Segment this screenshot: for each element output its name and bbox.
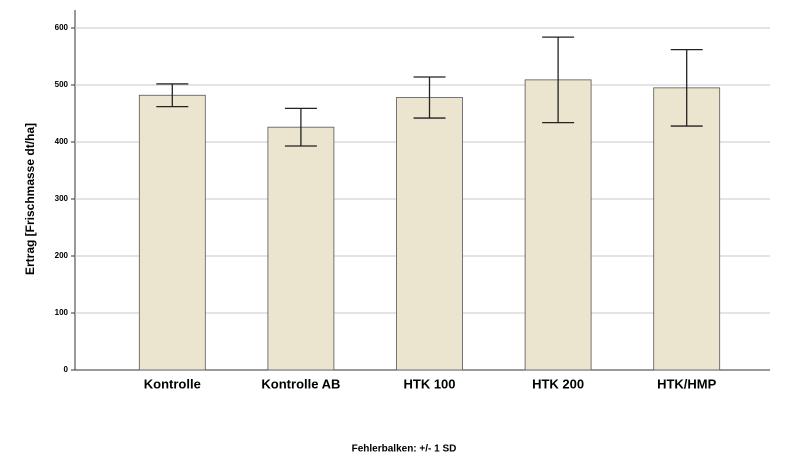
y-tick-label: 200 [55,251,69,260]
y-tick-label: 300 [55,194,69,203]
bar [653,87,721,371]
error-bar [413,76,446,119]
x-tick-label: HTK 200 [532,376,584,391]
y-tick-label: 600 [55,23,69,32]
x-tick-label: HTK 100 [403,376,455,391]
bar [524,79,592,371]
x-tick-label: Kontrolle [144,376,201,391]
footnote: Fehlerbalken: +/- 1 SD [352,444,457,455]
y-tick-label: 400 [55,137,69,146]
error-bar [156,83,189,108]
bar [138,94,206,371]
bar [396,97,463,371]
x-tick-label: Kontrolle AB [261,376,340,391]
y-tick-label: 0 [64,365,69,374]
x-tick-label: HTK/HMP [657,376,717,391]
error-bar [670,49,703,127]
error-bar [284,107,317,147]
y-tick-label: 500 [55,80,69,89]
y-axis-label: Ertrag [Frischmasse dt/ha] [23,123,37,275]
bar [267,126,335,371]
error-bar [542,36,575,124]
y-tick-label: 100 [55,308,69,317]
